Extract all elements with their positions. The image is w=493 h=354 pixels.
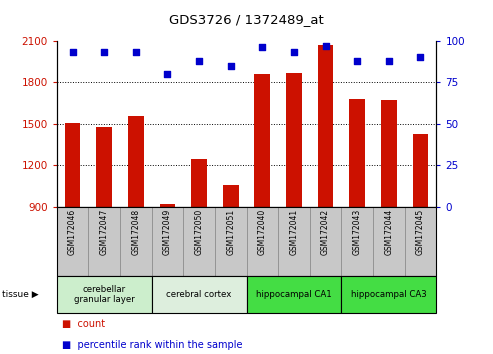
Bar [223,185,239,207]
Point [164,71,172,77]
Text: GSM172046: GSM172046 [68,209,77,255]
Text: GSM172050: GSM172050 [195,209,204,255]
Point [227,63,235,69]
Bar [310,207,341,276]
Bar [57,276,152,313]
Bar [215,207,246,276]
Text: GSM172048: GSM172048 [131,209,141,255]
Bar [152,207,183,276]
Bar [373,207,405,276]
Text: GSM172049: GSM172049 [163,209,172,255]
Bar [246,207,278,276]
Bar [286,73,302,207]
Text: hippocampal CA1: hippocampal CA1 [256,290,332,299]
Point [195,58,203,63]
Bar [120,207,152,276]
Bar [254,74,270,207]
Bar [128,115,143,207]
Text: GSM172051: GSM172051 [226,209,235,255]
Point [385,58,393,63]
Bar [65,122,80,207]
Point [321,43,329,48]
Bar [317,45,333,207]
Point [290,50,298,55]
Text: GSM172047: GSM172047 [100,209,108,255]
Text: hippocampal CA3: hippocampal CA3 [351,290,427,299]
Bar [341,276,436,313]
Text: GSM172042: GSM172042 [321,209,330,255]
Bar [350,99,365,207]
Bar [413,133,428,207]
Point [69,50,76,55]
Text: GSM172043: GSM172043 [352,209,362,255]
Point [132,50,140,55]
Point [353,58,361,63]
Bar [183,207,215,276]
Text: GSM172040: GSM172040 [258,209,267,255]
Text: ■  count: ■ count [62,319,105,329]
Text: tissue ▶: tissue ▶ [2,290,39,299]
Bar [57,207,88,276]
Text: GSM172045: GSM172045 [416,209,425,255]
Text: GSM172041: GSM172041 [289,209,298,255]
Bar [88,207,120,276]
Text: cerebral cortex: cerebral cortex [166,290,232,299]
Bar [381,99,397,207]
Point [417,55,424,60]
Bar [246,276,341,313]
Bar [278,207,310,276]
Text: ■  percentile rank within the sample: ■ percentile rank within the sample [62,340,242,350]
Point [258,45,266,50]
Bar [341,207,373,276]
Text: cerebellar
granular layer: cerebellar granular layer [74,285,135,304]
Text: GSM172044: GSM172044 [385,209,393,255]
Text: GDS3726 / 1372489_at: GDS3726 / 1372489_at [169,13,324,26]
Bar [160,204,176,207]
Bar [152,276,246,313]
Bar [405,207,436,276]
Point [100,50,108,55]
Bar [96,127,112,207]
Bar [191,159,207,207]
